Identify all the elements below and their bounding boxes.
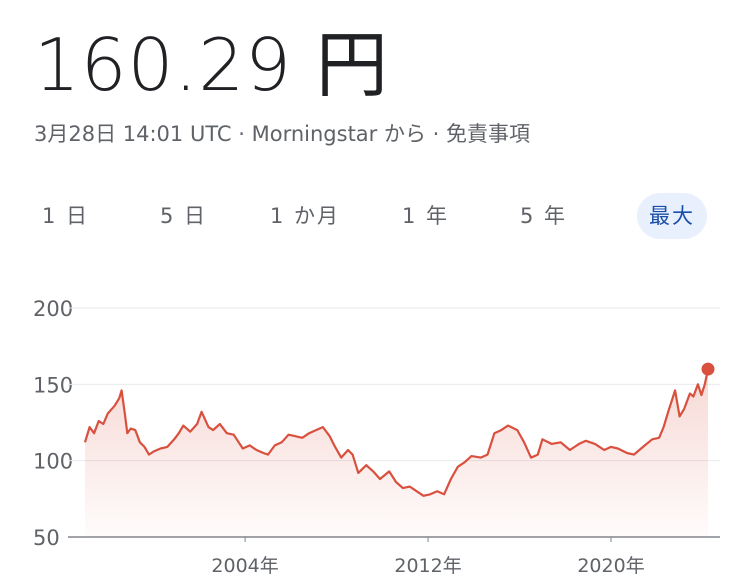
range-button[interactable]: 5 年 <box>520 204 568 228</box>
area-fill <box>85 369 708 537</box>
range-button[interactable]: 1 年 <box>402 204 450 228</box>
y-tick-label: 50 <box>33 526 60 550</box>
y-tick-label: 200 <box>33 297 73 321</box>
price-line <box>83 368 710 497</box>
price: 160.29 円 <box>34 23 389 107</box>
x-tick-label: 2004年 <box>211 555 278 577</box>
x-tick-label: 2020年 <box>577 555 644 577</box>
y-tick-label: 100 <box>33 450 73 474</box>
range-button[interactable]: 1 か月 <box>270 204 341 228</box>
y-tick-label: 150 <box>33 373 73 397</box>
range-selector: 1 日 5 日 1 か月 1 年 5 年 最大 <box>30 193 720 239</box>
end-dot <box>701 362 715 376</box>
range-button[interactable]: 5 日 <box>160 204 208 228</box>
x-tick-label: 2012年 <box>394 555 461 577</box>
range-button[interactable]: 最大 <box>637 193 707 239</box>
subtitle: 3月28日 14:01 UTC · Morningstar から · 免責事項 <box>34 122 531 146</box>
range-button[interactable]: 1 日 <box>42 204 90 228</box>
